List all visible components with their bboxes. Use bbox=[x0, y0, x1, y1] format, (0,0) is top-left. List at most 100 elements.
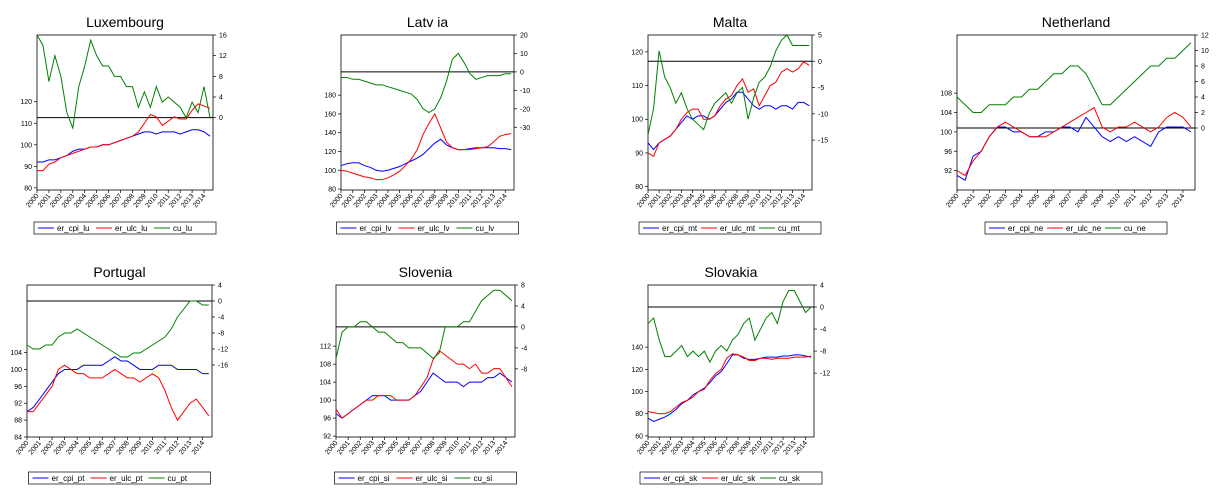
series-line bbox=[956, 116, 1192, 182]
legend-label: er_ulc_mt bbox=[720, 224, 756, 233]
legend-box bbox=[336, 221, 519, 235]
x-tick-label: 2013 bbox=[1155, 193, 1170, 210]
y2-tick-label: -15 bbox=[818, 138, 828, 145]
y2-tick-label: 4 bbox=[521, 303, 525, 310]
y2-tick-label: 16 bbox=[219, 33, 227, 40]
x-tick-label: 2014 bbox=[1171, 193, 1186, 210]
y-tick-label: 96 bbox=[14, 384, 22, 391]
x-tick-label: 2014 bbox=[792, 193, 807, 210]
y2-tick-label: 4 bbox=[218, 283, 222, 290]
y2-tick-label: 4 bbox=[219, 95, 223, 102]
series-line bbox=[341, 52, 512, 114]
y2-tick-label: 12 bbox=[219, 53, 227, 60]
legend-box bbox=[28, 471, 211, 485]
y2-tick-label: -4 bbox=[820, 327, 826, 334]
y-tick-label: 140 bbox=[631, 345, 643, 352]
y-tick-label: 92 bbox=[323, 434, 331, 441]
y2-tick-label: -8 bbox=[820, 349, 826, 356]
x-tick-label: 2010 bbox=[144, 193, 159, 210]
x-tick-label: 2008 bbox=[115, 440, 130, 457]
chart-title: Latv ia bbox=[407, 14, 448, 30]
legend-label: cu_pt bbox=[168, 474, 188, 483]
y2-tick-label: 0 bbox=[521, 324, 525, 331]
x-tick-label: 2009 bbox=[1090, 193, 1105, 210]
plot-frame bbox=[956, 34, 1196, 191]
y2-tick-label: 8 bbox=[521, 283, 525, 290]
legend-label: er_cpi_ne bbox=[1008, 224, 1044, 233]
chart-title: Luxembourg bbox=[86, 14, 164, 30]
x-tick-label: 2002 bbox=[977, 193, 992, 210]
legend-label: er_ulc_ne bbox=[1066, 224, 1102, 233]
series-line bbox=[37, 103, 211, 172]
panel: Portugal84889296100104-16-12-8-404200020… bbox=[10, 264, 228, 485]
y-tick-label: 110 bbox=[21, 121, 32, 128]
y-tick-label: 80 bbox=[635, 184, 643, 191]
legend-label: er_cpi_mt bbox=[662, 224, 698, 233]
y2-tick-label: -5 bbox=[818, 85, 824, 92]
y2-tick-label: 6 bbox=[1201, 79, 1205, 86]
x-tick-label: 2003 bbox=[994, 193, 1009, 210]
panel: Luxembourg809010011012004812162000200120… bbox=[20, 14, 227, 235]
legend-box bbox=[334, 471, 517, 485]
legend-label: er_ulc_pt bbox=[110, 474, 144, 483]
plot-frame bbox=[647, 34, 813, 191]
x-tick-label: 2014 bbox=[191, 440, 206, 457]
y2-tick-label: -10 bbox=[818, 111, 828, 118]
series-line bbox=[340, 112, 512, 181]
series-line bbox=[647, 354, 812, 423]
series-line bbox=[26, 300, 209, 358]
x-tick-label: 2001 bbox=[961, 193, 976, 210]
x-tick-label: 2010 bbox=[446, 193, 461, 210]
y2-tick-label: 0 bbox=[520, 69, 524, 76]
x-tick-label: 2012 bbox=[166, 440, 181, 457]
y-tick-label: 120 bbox=[324, 149, 336, 156]
legend-label: er_cpi_si bbox=[358, 474, 390, 483]
plot-frame bbox=[335, 284, 516, 438]
y-tick-label: 140 bbox=[324, 130, 336, 137]
legend-label: er_cpi_pt bbox=[52, 474, 86, 483]
legend-label: cu_mt bbox=[778, 224, 801, 233]
x-tick-label: 2002 bbox=[40, 440, 55, 457]
y2-tick-label: 0 bbox=[1201, 126, 1205, 133]
series-line bbox=[335, 349, 513, 419]
y-tick-label: 110 bbox=[632, 83, 643, 90]
y-tick-label: 104 bbox=[10, 350, 22, 357]
x-tick-label: 2006 bbox=[90, 440, 105, 457]
x-tick-label: 2010 bbox=[141, 440, 156, 457]
panel: Netherland 92 96 100 104 108 0 2 4 6 8 10 12 2000 2001… bbox=[940, 14, 1209, 235]
y-tick-label: 112 bbox=[320, 344, 331, 351]
x-tick-label: 2007 bbox=[1058, 193, 1073, 210]
chart-title: Netherland bbox=[1042, 14, 1111, 30]
series-line bbox=[647, 290, 812, 364]
y2-tick-label: 12 bbox=[1201, 33, 1209, 40]
y-tick-label: 84 bbox=[14, 435, 22, 442]
plot-frame bbox=[340, 34, 515, 191]
y2-tick-label: -10 bbox=[520, 88, 530, 95]
legend-label: er_cpi_lu bbox=[57, 224, 89, 233]
series-line bbox=[647, 353, 812, 415]
legend-label: er_ulc_sk bbox=[721, 474, 756, 483]
x-tick-label: 2014 bbox=[794, 440, 809, 457]
series-line bbox=[335, 372, 513, 419]
x-tick-label: 2011 bbox=[1123, 193, 1138, 209]
y2-tick-label: -8 bbox=[218, 331, 224, 338]
x-tick-label: 2004 bbox=[1010, 193, 1025, 210]
x-tick-label: 2009 bbox=[128, 440, 143, 457]
y-tick-label: 180 bbox=[324, 93, 336, 100]
y-tick-label: 120 bbox=[631, 49, 643, 56]
y-tick-label: 92 bbox=[944, 168, 952, 175]
plot-frame bbox=[647, 284, 815, 438]
y-tick-label: 120 bbox=[631, 367, 643, 374]
y2-tick-label: -8 bbox=[521, 366, 527, 373]
y2-tick-label: -12 bbox=[218, 347, 228, 354]
chart-title: Slovakia bbox=[705, 264, 758, 280]
y2-tick-label: 0 bbox=[820, 305, 824, 312]
series-line bbox=[27, 364, 210, 422]
legend-label: er_cpi_lv bbox=[360, 224, 392, 233]
legend-label: er_ulc_lu bbox=[115, 224, 147, 233]
panel: Slovakia6080100120140-12-8-4042000200120… bbox=[631, 264, 830, 485]
legend-label: er_ulc_si bbox=[416, 474, 448, 483]
x-tick-label: 2005 bbox=[1026, 193, 1041, 210]
